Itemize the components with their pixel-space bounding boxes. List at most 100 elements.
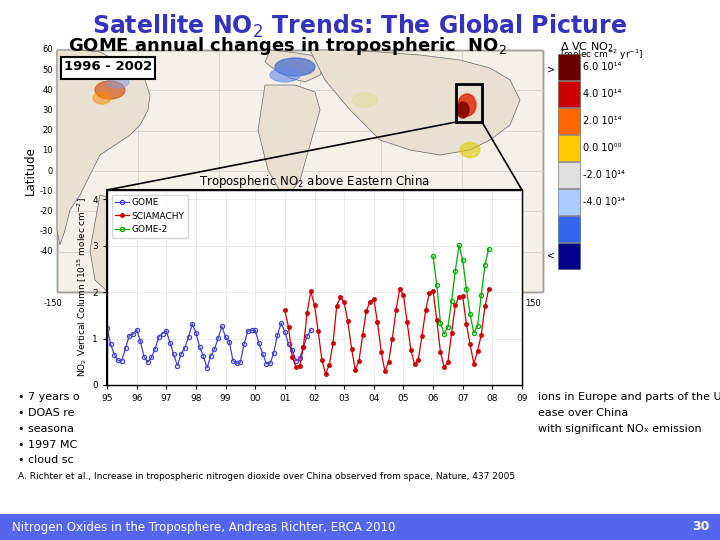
GOME [103, 325, 112, 331]
GOME-2 [462, 286, 471, 292]
GOME [240, 341, 248, 347]
Polygon shape [258, 85, 320, 200]
SCIAMACHY [321, 371, 330, 377]
SCIAMACHY [414, 357, 423, 363]
Text: -2.0 10¹⁴: -2.0 10¹⁴ [583, 170, 625, 180]
Text: 1996 - 2002: 1996 - 2002 [64, 60, 152, 73]
Legend: GOME, SCIAMACHY, GOME-2: GOME, SCIAMACHY, GOME-2 [112, 194, 188, 238]
GOME [221, 334, 230, 340]
GOME-2 [444, 324, 452, 330]
Ellipse shape [353, 93, 377, 107]
GOME-2 [451, 267, 459, 274]
Text: • 7 years o: • 7 years o [18, 392, 80, 402]
Text: • 1997 MC: • 1997 MC [18, 440, 77, 450]
Y-axis label: NO$_2$ Vertical Column [10$^{15}$ molec cm$^{-2}$]: NO$_2$ Vertical Column [10$^{15}$ molec … [76, 198, 89, 377]
GOME-2 [485, 246, 493, 252]
Bar [107, 190, 522, 385]
Bar [558, 189, 580, 215]
Ellipse shape [270, 68, 300, 82]
Text: 40: 40 [42, 86, 53, 95]
Ellipse shape [275, 58, 315, 76]
Text: [molec cm$^{-2}$ yr$^{-1}$]: [molec cm$^{-2}$ yr$^{-1}$] [560, 48, 643, 63]
Bar [0, 514, 720, 540]
SCIAMACHY [402, 319, 411, 325]
Text: ease over China: ease over China [538, 408, 629, 418]
Bar [558, 162, 580, 188]
SCIAMACHY [359, 332, 367, 339]
Text: -150: -150 [44, 299, 63, 308]
Bar [558, 81, 580, 107]
Polygon shape [90, 195, 138, 292]
Text: 50: 50 [42, 65, 53, 75]
GOME-2 [455, 242, 464, 248]
Text: A. Richter et al., Increase in tropospheric nitrogen dioxide over China observed: A. Richter et al., Increase in troposphe… [18, 472, 515, 481]
Text: $\Delta$ VC NO$_2$: $\Delta$ VC NO$_2$ [560, 40, 613, 54]
Text: • cloud sc: • cloud sc [18, 455, 73, 465]
Polygon shape [57, 50, 150, 245]
GOME-2 [469, 329, 478, 336]
Text: 4.0 10¹⁴: 4.0 10¹⁴ [583, 89, 621, 99]
Text: 2.0 10¹⁴: 2.0 10¹⁴ [583, 116, 621, 126]
Bar [558, 108, 580, 134]
Bar [57, 50, 543, 292]
Ellipse shape [95, 81, 125, 99]
GOME [177, 351, 186, 357]
GOME [262, 360, 271, 367]
GOME-2 [440, 331, 449, 338]
Line: SCIAMACHY: SCIAMACHY [283, 287, 491, 376]
Text: 20: 20 [42, 126, 53, 135]
GOME [107, 341, 115, 348]
SCIAMACHY [395, 286, 404, 292]
Text: with significant NOₓ emission: with significant NOₓ emission [538, 424, 701, 434]
Text: ions in Europe and parts of the US: ions in Europe and parts of the US [538, 392, 720, 402]
GOME [276, 320, 285, 327]
Text: -4.0 10¹⁴: -4.0 10¹⁴ [583, 197, 625, 207]
Text: 10: 10 [42, 146, 53, 156]
Bar [558, 243, 580, 269]
Ellipse shape [107, 76, 129, 88]
Text: Latitude: Latitude [24, 146, 37, 195]
Polygon shape [265, 50, 325, 82]
GOME-2 [436, 320, 445, 326]
Text: 0: 0 [48, 166, 53, 176]
Ellipse shape [457, 102, 469, 118]
Ellipse shape [460, 143, 480, 158]
FancyBboxPatch shape [61, 57, 155, 79]
GOME-2 [466, 311, 474, 318]
Text: 30: 30 [693, 521, 710, 534]
SCIAMACHY [284, 324, 293, 330]
Bar [558, 54, 580, 80]
Ellipse shape [93, 92, 111, 104]
Text: 30: 30 [42, 106, 53, 115]
Text: -20: -20 [40, 207, 53, 216]
Polygon shape [455, 222, 510, 272]
Polygon shape [310, 50, 520, 155]
Text: 60: 60 [42, 45, 53, 55]
GOME-2 [477, 292, 485, 299]
Line: GOME: GOME [105, 321, 313, 370]
Text: 150: 150 [525, 299, 541, 308]
GOME-2 [459, 257, 467, 264]
Line: GOME-2: GOME-2 [431, 243, 491, 336]
Text: GOME annual changes in tropospheric  NO$_2$: GOME annual changes in tropospheric NO$_… [68, 35, 507, 57]
SCIAMACHY [281, 307, 289, 314]
GOME [203, 364, 212, 371]
SCIAMACHY [485, 286, 493, 293]
Text: • seasona: • seasona [18, 424, 74, 434]
Text: • DOAS re: • DOAS re [18, 408, 74, 418]
GOME-2 [433, 282, 441, 288]
GOME-2 [481, 262, 490, 268]
GOME [307, 327, 315, 334]
Text: 0.0 10⁰⁰: 0.0 10⁰⁰ [583, 143, 621, 153]
Bar [456, 84, 482, 122]
Title: Tropospheric NO$_2$ above Eastern China: Tropospheric NO$_2$ above Eastern China [199, 173, 430, 190]
Text: 6.0 10¹⁴: 6.0 10¹⁴ [583, 62, 621, 72]
SCIAMACHY [421, 307, 430, 314]
Text: -30: -30 [40, 227, 53, 236]
SCIAMACHY [444, 359, 452, 365]
GOME [233, 360, 241, 367]
Ellipse shape [458, 94, 476, 116]
Bar [558, 135, 580, 161]
GOME-2 [447, 298, 456, 305]
Text: -10: -10 [40, 187, 53, 195]
